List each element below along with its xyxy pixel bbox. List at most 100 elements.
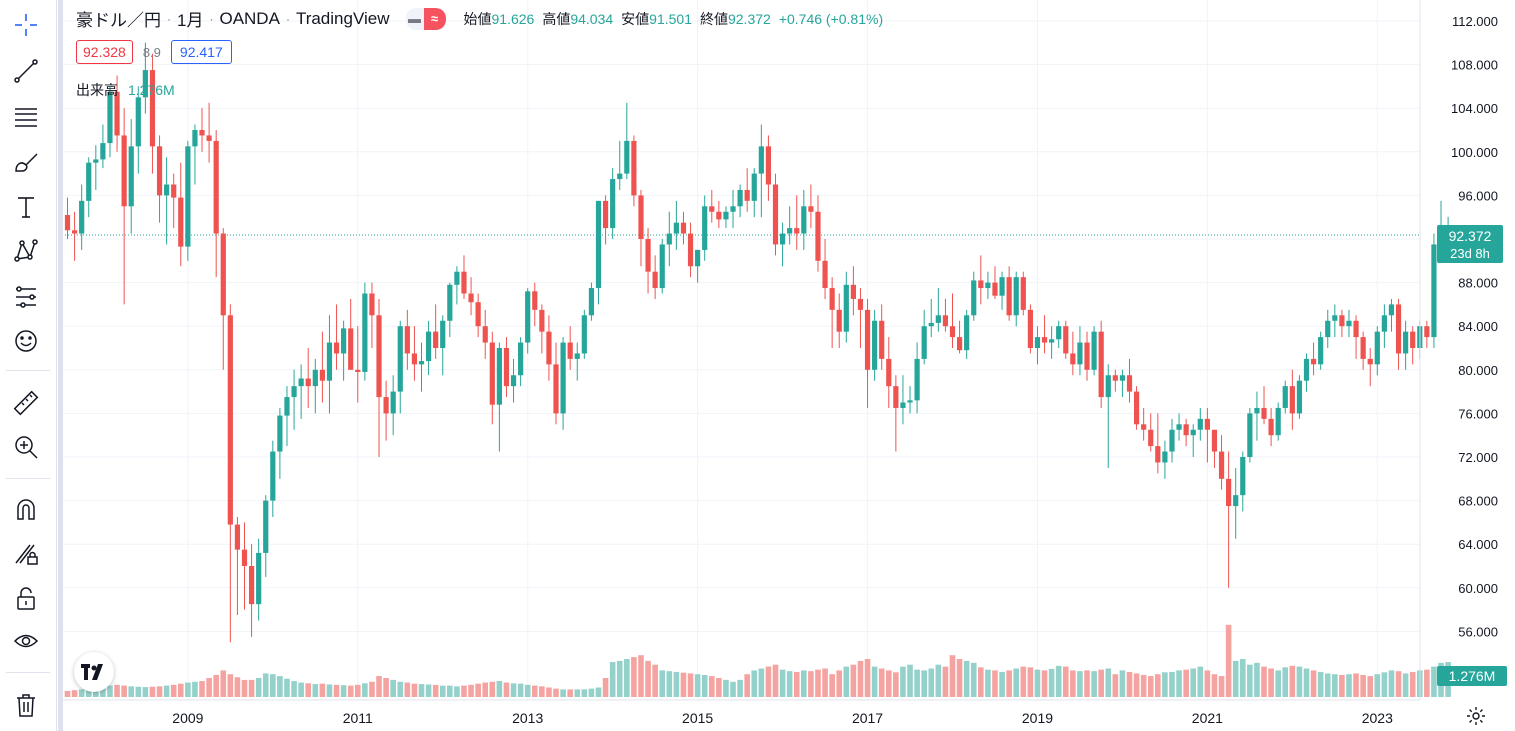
volume-bar	[907, 664, 913, 697]
trend-line-icon[interactable]	[8, 54, 44, 88]
candle-body	[914, 358, 920, 401]
close-label: 終値	[699, 10, 728, 27]
candle-body	[107, 91, 113, 144]
volume-bar	[1353, 673, 1359, 697]
volume-bar	[93, 687, 99, 697]
volume-bar	[829, 674, 835, 697]
legend-dot: ·	[285, 11, 290, 26]
volume-bar	[1204, 670, 1211, 697]
candle-body	[709, 206, 715, 212]
volume-label[interactable]: 出来高	[76, 82, 118, 98]
crosshair-icon[interactable]	[8, 8, 44, 42]
price-badge: 92.372 23d 8h	[1437, 225, 1503, 263]
volume-bar	[1339, 674, 1345, 697]
ask-button[interactable]: 92.417	[170, 40, 232, 64]
ruler-icon[interactable]	[8, 386, 44, 420]
volume-bar	[64, 690, 71, 697]
zoom-in-icon[interactable]	[8, 430, 44, 464]
candle-body	[525, 291, 531, 343]
candle-body	[779, 233, 786, 245]
volume-bar	[142, 687, 149, 697]
volume-bar	[1324, 673, 1331, 697]
spread: 8.9	[142, 44, 161, 60]
volume-bar	[1055, 665, 1062, 697]
candle-body	[864, 309, 871, 370]
candle-body	[553, 364, 559, 414]
tradingview-logo[interactable]	[74, 652, 114, 692]
candle-body	[220, 233, 226, 316]
candle-body	[1049, 339, 1055, 343]
time-axis[interactable]: 2009 2011 2013 2015 2017 2019 2021 2023	[172, 710, 1393, 726]
candle-body	[581, 315, 587, 354]
candle-body	[829, 288, 835, 310]
volume-bar	[666, 671, 673, 697]
emoji-icon[interactable]	[8, 324, 44, 358]
candle-body	[956, 337, 963, 351]
candle-body	[1183, 424, 1189, 436]
candle-body	[560, 342, 566, 414]
lock-draw-icon[interactable]	[8, 536, 44, 570]
interval[interactable]: 1月	[177, 11, 204, 30]
candle-body	[935, 315, 941, 323]
volume-bar	[383, 678, 389, 697]
text-icon[interactable]	[8, 190, 44, 224]
candle-body	[971, 280, 977, 316]
candle-body	[461, 271, 467, 294]
pattern-icon[interactable]	[8, 234, 44, 268]
trash-icon[interactable]	[8, 688, 44, 722]
candle-body	[1112, 375, 1118, 381]
volume-bar	[319, 683, 326, 697]
volume-bar	[595, 687, 602, 697]
volume-bar	[107, 685, 113, 697]
open-label: 始値	[463, 10, 492, 27]
volume-bar	[843, 666, 850, 697]
candle-body	[1020, 277, 1026, 310]
volume-bar	[928, 668, 935, 697]
candle-body	[440, 320, 446, 348]
candle-body	[652, 271, 658, 289]
volume-badge: 1.276M	[1437, 666, 1507, 686]
candle-body	[1261, 407, 1267, 419]
y-tick-label: 56.000	[1458, 624, 1498, 639]
volume-bar	[1268, 668, 1274, 697]
volume-badge-value: 1.276M	[1449, 668, 1496, 684]
volume-bar	[864, 659, 871, 697]
magnet-icon[interactable]	[8, 492, 44, 526]
symbol-name[interactable]: 豪ドル／円	[76, 11, 161, 30]
fib-icon[interactable]	[8, 100, 44, 134]
candle-body	[234, 524, 241, 550]
volume-bar	[468, 684, 474, 697]
candle-body	[433, 331, 439, 348]
candle-body	[857, 298, 864, 310]
low-label: 安値	[621, 10, 650, 27]
market-status-badge[interactable]: ▬ ≈	[405, 7, 446, 30]
volume-bar	[312, 684, 319, 697]
volume-bar	[893, 672, 899, 697]
bid-button[interactable]: 92.328	[76, 40, 133, 64]
volume-bar	[744, 674, 750, 697]
volume-bar	[270, 674, 276, 697]
candle-body	[1403, 331, 1409, 354]
volume-bar	[404, 682, 411, 697]
candle-body	[425, 331, 432, 362]
volume-bar	[751, 670, 758, 697]
lock-icon[interactable]	[8, 582, 44, 616]
price-axis[interactable]: 112.000108.000104.000100.00096.00092.000…	[1451, 14, 1498, 639]
x-tick-label: 2015	[682, 710, 713, 726]
volume-bar	[340, 685, 347, 697]
brush-icon[interactable]	[8, 146, 44, 180]
volume-bar	[248, 679, 255, 697]
volume-bar	[1296, 666, 1303, 697]
y-tick-label: 104.000	[1451, 101, 1498, 116]
legend-dot: ·	[167, 11, 171, 26]
candle-body	[1034, 337, 1041, 348]
eye-icon[interactable]	[8, 624, 44, 658]
volume-bar	[942, 666, 949, 697]
gear-icon[interactable]	[1464, 704, 1488, 728]
prediction-icon[interactable]	[8, 280, 44, 314]
candle-body	[1282, 386, 1288, 408]
candle-body	[1013, 277, 1019, 316]
volume-bar	[772, 664, 779, 697]
candle-body	[978, 280, 984, 289]
